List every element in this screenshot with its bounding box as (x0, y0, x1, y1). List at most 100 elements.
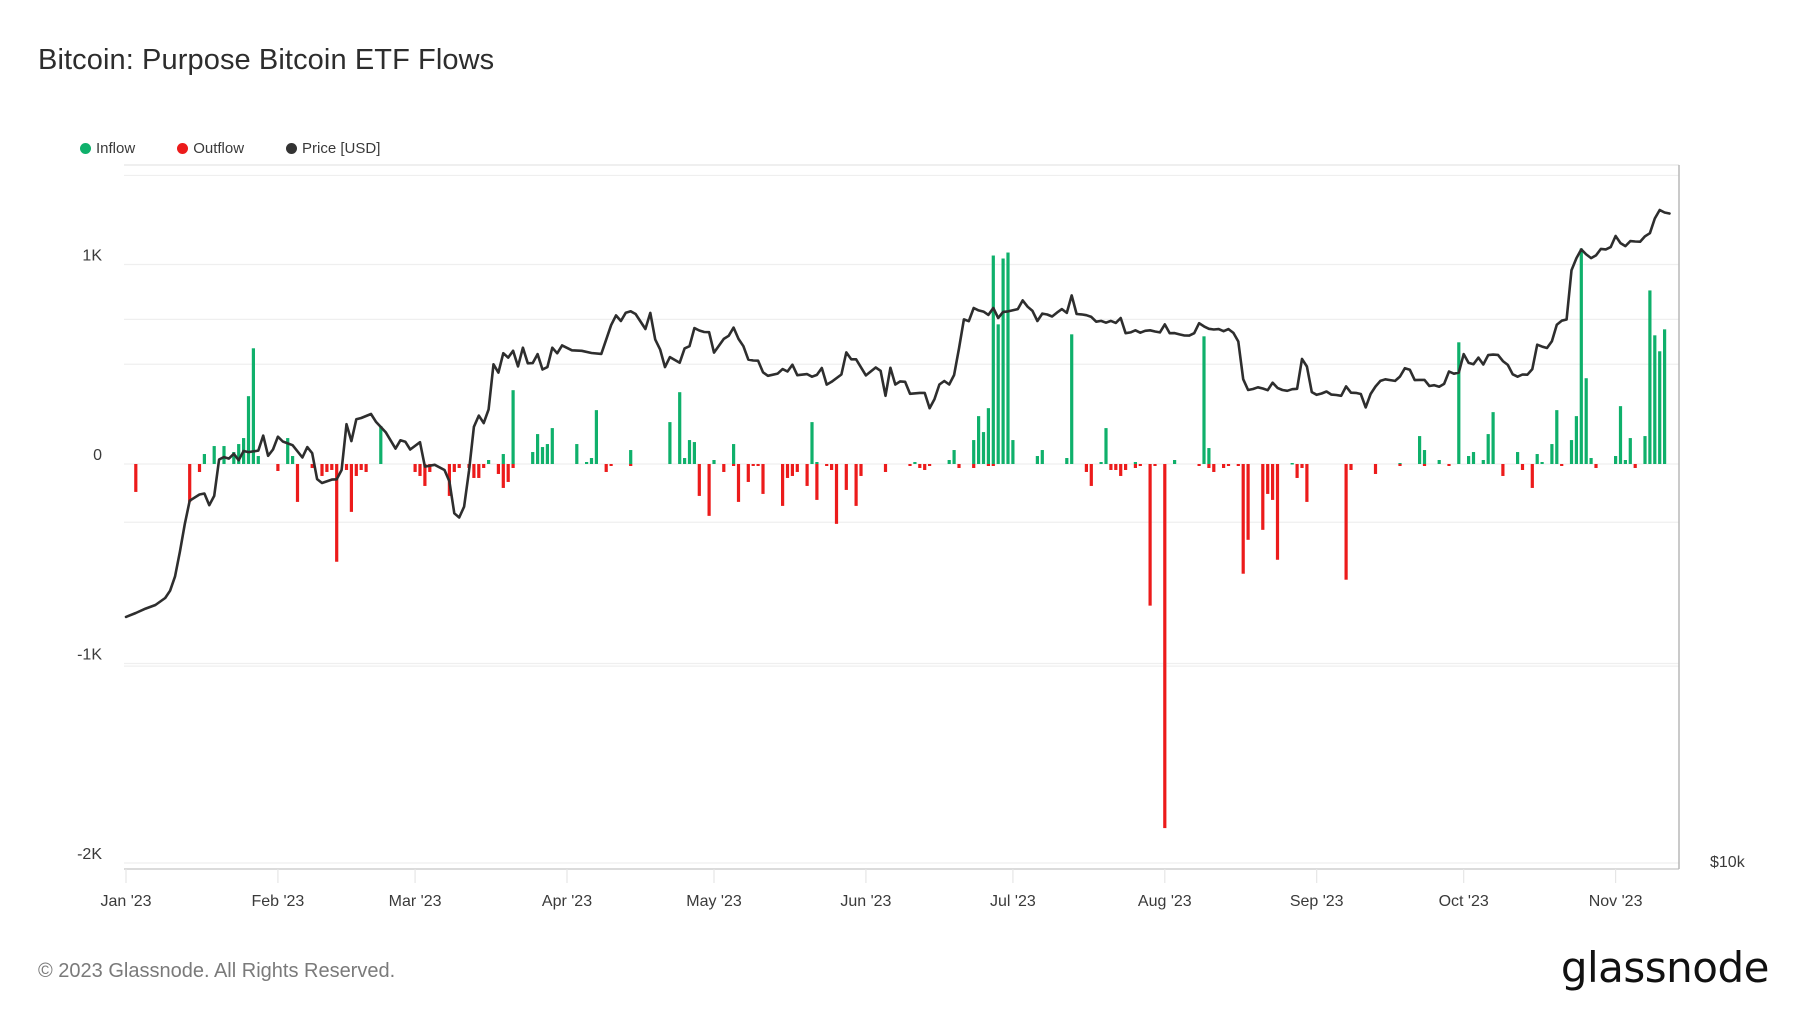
outflow-bar (1226, 464, 1231, 466)
outflow-bar (413, 464, 417, 472)
inflow-bar (501, 454, 505, 464)
axes: 1K 0 -1K -2K $10k Jan '23 Feb '23 Mar '23 Apr '2… (77, 164, 1746, 910)
outflow-bar (1212, 464, 1216, 472)
outflow-bar (335, 464, 339, 562)
outflow-bar (511, 464, 515, 468)
inflow-bar (246, 396, 251, 464)
inflow-bar (972, 440, 976, 464)
outflow-bar (477, 464, 481, 478)
outflow-bar (1305, 464, 1309, 502)
inflow-bar (575, 444, 579, 464)
inflow-dot-icon (80, 143, 91, 154)
x-tick-label: Mar '23 (389, 893, 442, 910)
inflow-bar (629, 450, 633, 464)
inflow-bar (1099, 462, 1103, 464)
outflow-bar (815, 464, 819, 500)
outflow-bar (1633, 464, 1637, 468)
legend-item-inflow[interactable]: Inflow (80, 140, 135, 157)
outflow-bar (1422, 464, 1427, 466)
outflow-bar (923, 464, 927, 470)
outflow-bar (452, 464, 456, 472)
inflow-bar (683, 458, 687, 464)
outflow-bar (1114, 464, 1118, 470)
inflow-bar (815, 462, 819, 464)
inflow-bar (977, 416, 981, 464)
outflow-bar (928, 464, 932, 466)
outflow-bar (1138, 464, 1142, 466)
inflow-bar (286, 438, 290, 464)
x-tick-label: May '23 (686, 893, 742, 910)
outflow-bar (506, 464, 510, 482)
price-axis-label: $10k (1710, 854, 1746, 871)
outflow-bar (859, 464, 863, 476)
y-tick-label: 1K (82, 248, 102, 265)
outflow-bar (1398, 464, 1402, 466)
outflow-bar (604, 464, 608, 472)
inflow-bar (1569, 440, 1574, 464)
outflow-bar (428, 464, 432, 472)
outflow-bar (1560, 464, 1564, 466)
inflow-bar (1540, 462, 1544, 464)
inflow-bar (1457, 342, 1461, 464)
outflow-bar (1271, 464, 1275, 500)
x-tick-label: Jul '23 (990, 893, 1036, 910)
outflow-bar (629, 464, 633, 466)
outflow-bar (805, 464, 809, 486)
price-polyline (124, 208, 1671, 619)
inflow-bar (202, 454, 206, 464)
inflow-bar (692, 442, 696, 464)
outflow-bar (795, 464, 799, 472)
inflow-bar (1643, 436, 1647, 464)
x-tick-label: Nov '23 (1589, 893, 1643, 910)
outflow-bar (1133, 464, 1137, 468)
outflow-bar (1089, 464, 1093, 486)
inflow-bar (1584, 378, 1588, 464)
price-line (124, 208, 1671, 619)
inflow-bar (996, 324, 1000, 464)
legend-item-outflow[interactable]: Outflow (177, 140, 244, 157)
outflow-bar (736, 464, 741, 502)
inflow-bar (531, 452, 535, 464)
outflow-bar (188, 464, 192, 502)
outflow-bar (986, 464, 990, 466)
outflow-bar (1275, 464, 1280, 560)
inflow-bar (256, 456, 260, 464)
legend-label-price: Price [USD] (302, 140, 381, 157)
inflow-bar (1579, 248, 1583, 464)
legend-item-price[interactable]: Price [USD] (286, 140, 380, 157)
inflow-bar (1589, 458, 1593, 464)
inflow-bar (232, 452, 236, 464)
inflow-bar (379, 426, 383, 464)
inflow-bar (511, 390, 515, 464)
inflow-bar (732, 444, 736, 464)
outflow-bar (781, 464, 785, 506)
outflow-bar (825, 464, 829, 466)
inflow-bar (1173, 460, 1177, 464)
inflow-bar (678, 392, 682, 464)
outflow-bar (1349, 464, 1353, 470)
outflow-bar (785, 464, 790, 478)
inflow-bar (1104, 428, 1108, 464)
inflow-bar (1422, 450, 1427, 464)
outflow-bar (1153, 464, 1157, 466)
inflow-bar (952, 450, 956, 464)
outflow-bar (1207, 464, 1211, 468)
y-tick-label: -2K (77, 846, 102, 863)
inflow-bar (1006, 252, 1010, 464)
outflow-bar (359, 464, 363, 470)
outflow-bar (320, 464, 324, 476)
outflow-bar (1197, 464, 1201, 466)
outflow-bar (364, 464, 368, 472)
inflow-bar (536, 434, 540, 464)
outflow-bar (310, 464, 314, 468)
outflow-bar (854, 464, 858, 506)
outflow-bar (501, 464, 505, 488)
outflow-bar (1594, 464, 1598, 468)
outflow-bar (1520, 464, 1525, 470)
outflow-bar (134, 464, 138, 492)
inflow-bar (1491, 412, 1495, 464)
inflow-bar (913, 462, 917, 464)
outflow-bar (1300, 464, 1304, 468)
x-tick-label: Jun '23 (840, 893, 891, 910)
inflow-bar (1628, 438, 1632, 464)
